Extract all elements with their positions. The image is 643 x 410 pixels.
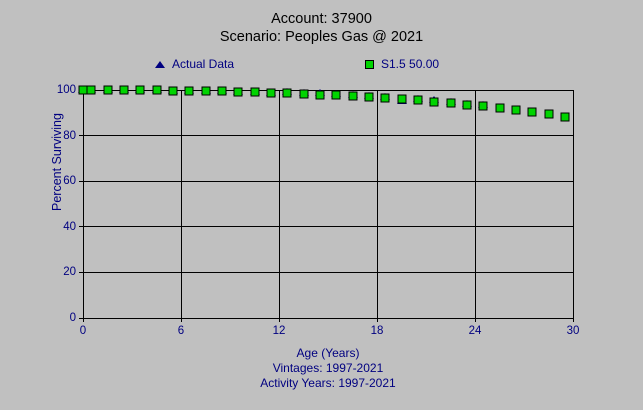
data-point-square — [299, 89, 308, 99]
legend-item-actual-data: Actual Data — [155, 57, 234, 71]
data-point-square — [478, 101, 488, 111]
chart-title: Account: 37900 Scenario: Peoples Gas @ 2… — [0, 10, 643, 46]
horizontal-gridline — [83, 89, 573, 91]
x-axis-tick — [474, 318, 476, 322]
data-point-square — [184, 86, 194, 96]
vertical-gridline — [376, 90, 378, 318]
data-point-square — [348, 91, 357, 101]
y-tick-label: 60 — [63, 175, 76, 188]
chart-title-line1: Account: 37900 — [271, 11, 372, 27]
chart-title-line2: Scenario: Peoples Gas @ 2021 — [219, 29, 424, 45]
data-point-square — [250, 87, 259, 97]
data-point-square — [168, 86, 178, 96]
data-point-square — [560, 112, 570, 122]
vertical-gridline — [474, 90, 476, 318]
data-point-square — [462, 100, 472, 110]
x-axis-tick — [572, 318, 574, 322]
data-point-square — [429, 97, 439, 107]
legend-label-actual-data: Actual Data — [172, 57, 235, 71]
data-point-square — [397, 94, 406, 104]
horizontal-gridline — [83, 180, 573, 182]
x-axis-tick — [376, 318, 378, 322]
x-axis-tick — [180, 318, 182, 322]
data-point-square — [266, 88, 276, 98]
data-point-square — [511, 105, 521, 115]
data-point-square — [495, 103, 504, 113]
vertical-gridline — [572, 90, 574, 318]
x-axis-tick — [278, 318, 280, 322]
square-icon — [365, 59, 374, 69]
data-point-square — [413, 95, 423, 105]
data-point-square — [119, 85, 129, 95]
x-tick-label: 30 — [566, 325, 580, 337]
legend-item-survivor-curve: S1.5 50.00 — [365, 57, 439, 71]
activity-years-caption: Activity Years: 1997-2021 — [260, 376, 396, 390]
vintages-caption: Vintages: 1997-2021 — [272, 361, 384, 375]
horizontal-gridline — [83, 271, 573, 273]
y-axis-tick — [79, 271, 83, 273]
x-tick-label: 18 — [370, 325, 384, 337]
x-tick-label: 0 — [79, 325, 87, 337]
x-tick-label: 6 — [177, 325, 185, 337]
vertical-gridline — [278, 90, 280, 318]
data-point-square — [331, 90, 341, 100]
data-point-square — [201, 86, 210, 96]
y-tick-label: 40 — [63, 220, 76, 233]
data-point-square — [380, 93, 390, 103]
data-point-square — [527, 107, 537, 117]
y-tick-label: 80 — [63, 129, 76, 142]
data-point-square — [86, 85, 96, 95]
x-axis-title: Age (Years) — [296, 346, 360, 360]
data-point-square — [135, 85, 145, 95]
y-tick-label: 20 — [63, 266, 76, 279]
x-axis-tick — [82, 318, 84, 322]
horizontal-gridline — [83, 226, 573, 228]
y-axis-tick — [79, 135, 83, 137]
y-axis-tick — [79, 226, 83, 228]
data-point-square — [233, 87, 243, 97]
horizontal-gridline — [83, 317, 573, 319]
x-tick-label: 24 — [468, 325, 482, 337]
y-tick-label: 100 — [56, 84, 76, 96]
data-point-square — [103, 85, 112, 95]
horizontal-gridline — [83, 135, 573, 137]
data-point-square — [446, 98, 455, 108]
data-point-square — [152, 85, 161, 95]
y-axis-tick — [79, 317, 83, 319]
legend-label-survivor-curve: S1.5 50.00 — [381, 57, 440, 71]
vertical-gridline — [82, 90, 84, 318]
y-axis-tick — [79, 180, 83, 182]
data-point-square — [315, 90, 325, 100]
triangle-icon — [155, 60, 165, 68]
y-axis-title: Percent Surviving — [49, 113, 64, 211]
data-point-square — [217, 86, 227, 96]
y-tick-label: 0 — [69, 312, 76, 324]
data-point-square — [544, 109, 553, 119]
data-point-square — [282, 88, 292, 98]
x-tick-label: 12 — [272, 325, 286, 337]
data-point-square — [364, 92, 374, 102]
vertical-gridline — [180, 90, 182, 318]
plot-area: 0 6 12 18 24 30 0 20 40 60 80 100 — [57, 84, 580, 337]
